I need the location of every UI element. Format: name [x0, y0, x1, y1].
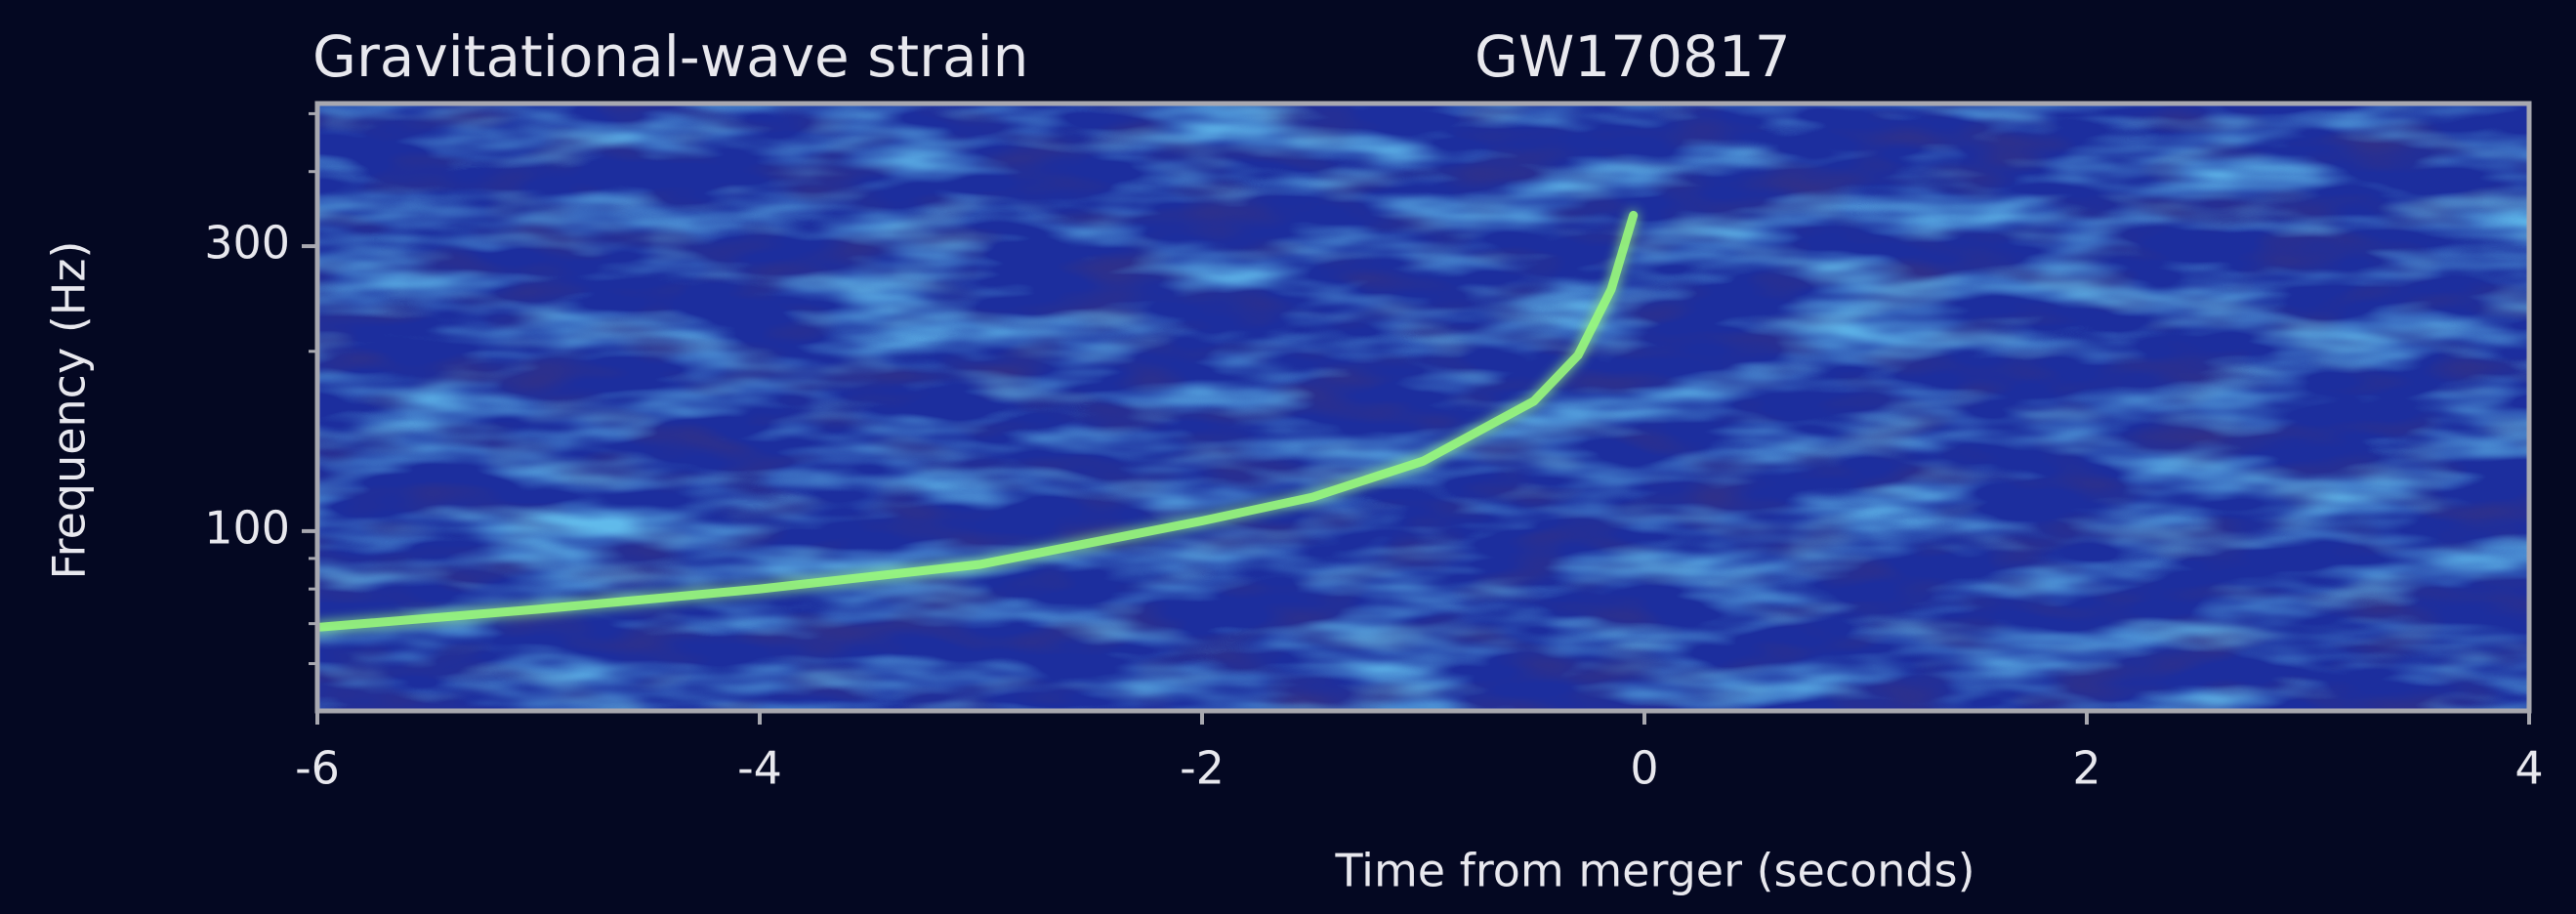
x-tick-label: 2: [2072, 742, 2100, 795]
chart-title: Gravitational-wave strain: [312, 23, 1028, 90]
x-tick-label: 0: [1630, 742, 1658, 795]
x-tick-label: -4: [737, 742, 782, 795]
x-tick-label: 4: [2514, 742, 2543, 795]
chart-subtitle: GW170817: [1475, 23, 1791, 90]
noise-bright: [317, 104, 2529, 711]
y-tick-label: 100: [204, 501, 290, 554]
x-tick-label: -2: [1180, 742, 1225, 795]
plot-frame: [314, 101, 2532, 714]
x-axis-label: Time from merger (seconds): [1334, 845, 1974, 897]
y-axis-label: Frequency (Hz): [43, 241, 96, 580]
spectrogram-area: [317, 104, 2529, 711]
x-tick-label: -6: [295, 742, 340, 795]
chirp-track: [317, 210, 1639, 632]
y-tick-label: 300: [204, 217, 290, 270]
